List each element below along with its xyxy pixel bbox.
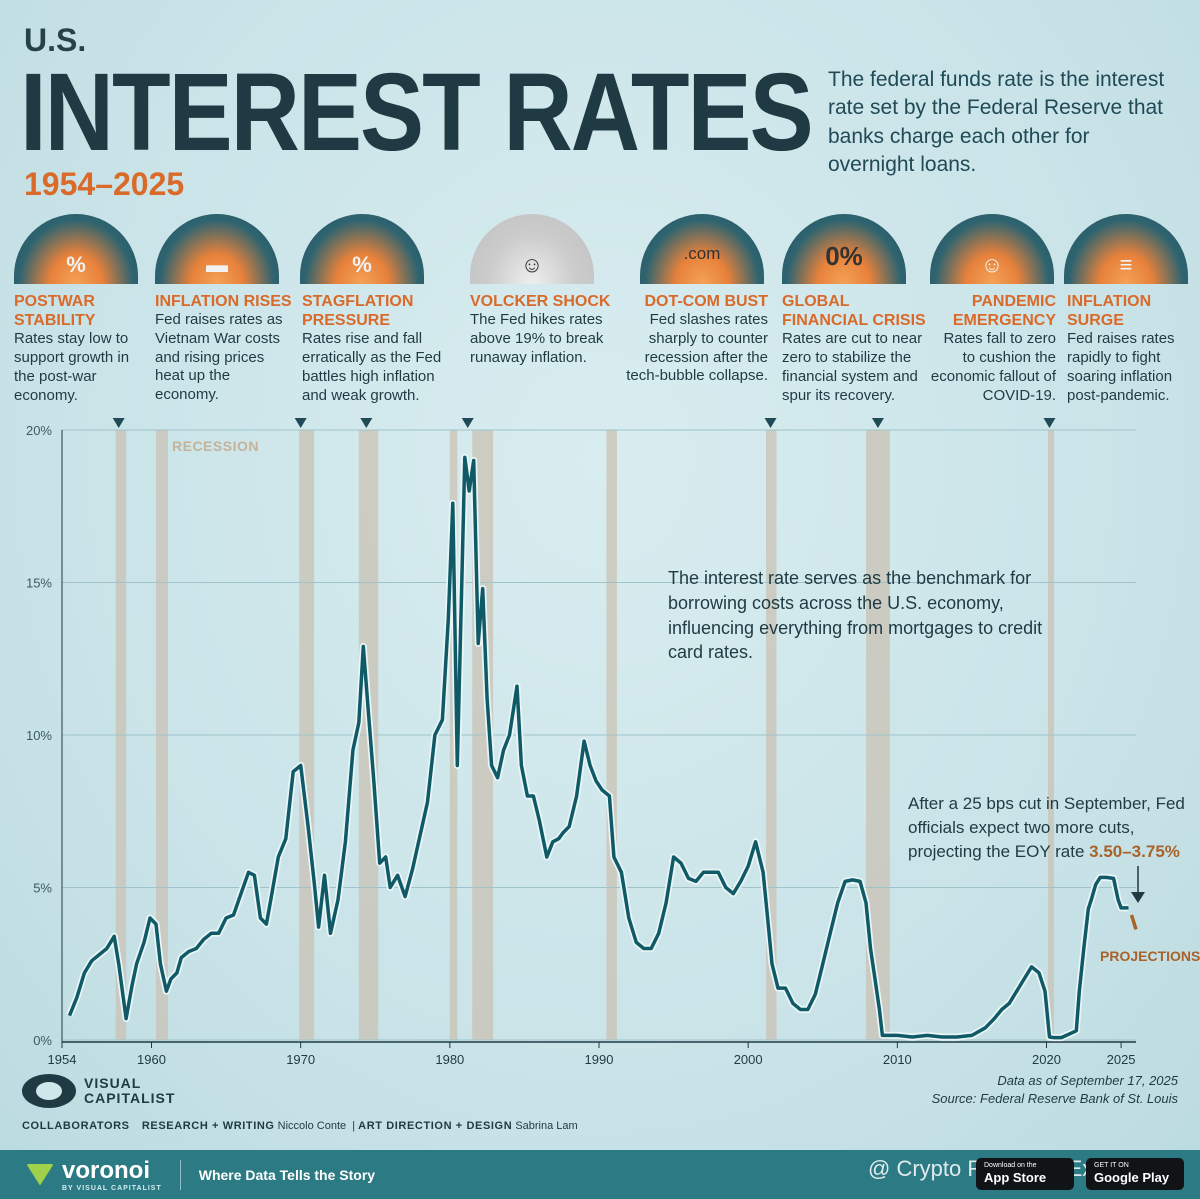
x-tick-label: 1960 (137, 1052, 166, 1067)
projection-value: 3.50–3.75% (1089, 841, 1180, 861)
event-marker-arrow (461, 418, 474, 428)
app-store-label: App Store (984, 1170, 1047, 1186)
y-tick-label: 20% (26, 423, 52, 438)
data-as-of: Data as of September 17, 2025 (997, 1073, 1178, 1088)
x-tick-label: 2010 (883, 1052, 912, 1067)
footer-meta: Data as of September 17, 2025 Source: Fe… (932, 1072, 1178, 1108)
x-tick-label: 2000 (734, 1052, 763, 1067)
projection-note: After a 25 bps cut in September, Fed off… (908, 792, 1188, 863)
event-title: POSTWAR STABILITY (14, 293, 96, 330)
event-marker-arrow (871, 418, 884, 428)
event-desc: Rates rise and fall erratically as the F… (302, 330, 442, 404)
rate-line-halo (66, 453, 1129, 1042)
design-name: Sabrina Lam (515, 1120, 578, 1132)
title-years: 1954–2025 (24, 166, 185, 202)
x-tick-label: 1980 (435, 1052, 464, 1067)
brand-line1: VISUAL (84, 1074, 142, 1091)
x-tick-label: 1970 (286, 1052, 315, 1067)
google-play-button[interactable]: GET IT ON Google Play (1086, 1158, 1184, 1190)
visual-capitalist-logo[interactable]: VISUAL CAPITALIST (22, 1074, 175, 1108)
vc-logo-icon (22, 1074, 76, 1108)
recession-label: RECESSION (172, 438, 259, 454)
event-desc: Rates are cut to near zero to stabilize … (782, 330, 923, 404)
collaborators: COLLABORATORS RESEARCH + WRITING Niccolo… (22, 1120, 578, 1132)
event-title: PANDEMIC EMERGENCY (952, 293, 1056, 330)
event-inflation-surge: INFLATION SURGE Fed raises rates rapidly… (1067, 292, 1192, 405)
event-title: STAGFLATION PRESSURE (302, 293, 414, 330)
event-pandemic-emergency: PANDEMIC EMERGENCY Rates fall to zero to… (930, 292, 1056, 405)
y-tick-label: 5% (33, 881, 52, 896)
voronoi-name: voronoi (62, 1157, 150, 1184)
y-tick-label: 15% (26, 576, 52, 591)
event-desc: Fed raises rates rapidly to fight soarin… (1067, 330, 1175, 404)
voronoi-sub: BY VISUAL CAPITALIST (62, 1185, 162, 1192)
x-tick-label: 2020 (1032, 1052, 1061, 1067)
x-tick-label: 2025 (1107, 1052, 1136, 1067)
event-marker-arrow (360, 418, 373, 428)
title-country: U.S. (24, 22, 87, 58)
event-title: INFLATION RISES (155, 293, 292, 310)
collab-label: COLLABORATORS (22, 1120, 130, 1132)
projections-label: PROJECTIONS (1100, 948, 1200, 964)
benchmark-note: The interest rate serves as the benchmar… (668, 568, 1043, 663)
research-label: RESEARCH + WRITING (141, 1120, 275, 1132)
event-title: GLOBAL FINANCIAL CRISIS (782, 293, 926, 330)
tagline: Where Data Tells the Story (198, 1166, 376, 1183)
event-inflation-rises: INFLATION RISES Fed raises rates as Viet… (155, 292, 295, 405)
x-tick-label: 1954 (48, 1052, 77, 1067)
event-marker-arrow (294, 418, 307, 428)
event-desc: Fed slashes rates sharply to counter rec… (626, 311, 768, 385)
google-play-top: GET IT ON (1094, 1162, 1129, 1169)
event-desc: Fed raises rates as Vietnam War costs an… (155, 311, 283, 404)
event-marker-arrow (764, 418, 777, 428)
y-tick-label: 0% (33, 1033, 52, 1048)
event-stagflation: STAGFLATION PRESSURE Rates rise and fall… (302, 292, 460, 405)
event-postwar-stability: POSTWAR STABILITY Rates stay low to supp… (14, 292, 144, 405)
event-title: DOT-COM BUST (644, 293, 768, 310)
intro-text: The federal funds rate is the interest r… (828, 68, 1165, 177)
voronoi-logo[interactable]: voronoi BY VISUAL CAPITALIST (26, 1157, 162, 1192)
page-title: INTEREST RATES (20, 51, 814, 175)
research-name: Niccolo Conte (277, 1120, 347, 1132)
y-tick-label: 10% (26, 728, 52, 743)
google-play-label: Google Play (1094, 1170, 1170, 1186)
source: Source: Federal Reserve Bank of St. Loui… (931, 1091, 1178, 1107)
app-store-button[interactable]: Download on the App Store (976, 1158, 1074, 1190)
x-tick-label: 1990 (585, 1052, 614, 1067)
event-title: INFLATION SURGE (1067, 293, 1152, 330)
voronoi-mark-icon (26, 1163, 54, 1186)
event-marker-arrow (112, 418, 125, 428)
event-marker-arrow (1043, 418, 1056, 428)
event-title: VOLCKER SHOCK (470, 293, 611, 310)
design-label: ART DIRECTION + DESIGN (358, 1120, 513, 1132)
divider (179, 1159, 181, 1190)
brand-line2: CAPITALIST (84, 1090, 176, 1106)
event-volcker-shock: VOLCKER SHOCK The Fed hikes rates above … (470, 292, 620, 367)
projection-arrow-head (1131, 892, 1145, 903)
projection-note-text: After a 25 bps cut in September, Fed off… (908, 794, 1185, 861)
event-dot-com-bust: DOT-COM BUST Fed slashes rates sharply t… (618, 292, 768, 386)
event-desc: Rates stay low to support growth in the … (14, 330, 130, 404)
app-store-top: Download on the (984, 1162, 1037, 1169)
background (0, 0, 1200, 1150)
event-desc: The Fed hikes rates above 19% to break r… (470, 311, 604, 366)
projection-line (1129, 914, 1138, 930)
rate-line (67, 455, 1129, 1040)
event-global-financial-crisis: GLOBAL FINANCIAL CRISIS Rates are cut to… (782, 292, 934, 405)
event-desc: Rates fall to zero to cushion the econom… (930, 330, 1056, 404)
